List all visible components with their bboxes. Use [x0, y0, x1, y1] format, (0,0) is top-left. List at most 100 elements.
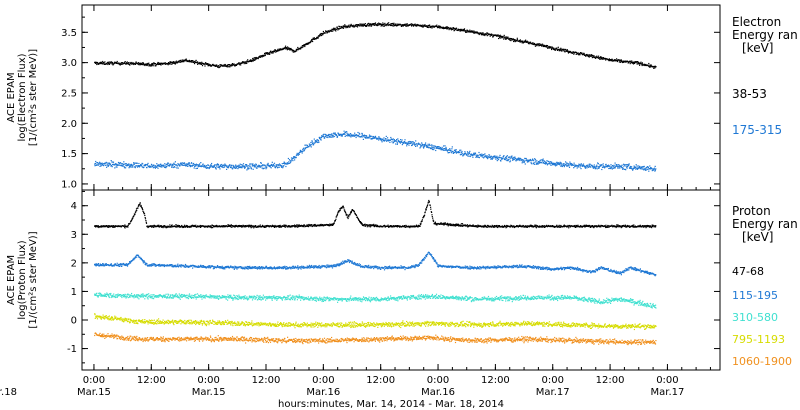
- data-point: [132, 164, 134, 166]
- data-point: [512, 158, 514, 160]
- data-point: [265, 168, 267, 170]
- data-point: [361, 223, 363, 225]
- data-point: [210, 164, 212, 166]
- data-point: [475, 226, 477, 228]
- data-point: [139, 203, 141, 205]
- data-point: [144, 64, 146, 67]
- data-point: [465, 225, 467, 227]
- data-point: [216, 65, 219, 67]
- data-point: [518, 159, 520, 161]
- data-point: [244, 165, 246, 167]
- data-point: [304, 44, 306, 46]
- data-point: [628, 163, 630, 165]
- data-point: [288, 162, 290, 164]
- data-point: [592, 56, 594, 58]
- data-point: [410, 141, 412, 143]
- data-point: [504, 36, 506, 38]
- data-point: [420, 222, 422, 224]
- data-point: [143, 64, 145, 66]
- data-point: [409, 142, 411, 144]
- data-point: [529, 158, 532, 161]
- data-point: [162, 165, 164, 167]
- data-point: [426, 146, 428, 148]
- data-point: [469, 155, 471, 158]
- data-point: [503, 36, 505, 38]
- data-point: [143, 166, 145, 168]
- data-point: [156, 166, 158, 168]
- data-point: [577, 166, 579, 168]
- data-point: [423, 216, 425, 218]
- data-point: [330, 224, 332, 227]
- data-point: [480, 155, 482, 157]
- data-point: [313, 37, 315, 39]
- data-point: [160, 225, 162, 227]
- data-point: [306, 43, 308, 45]
- data-point: [490, 155, 492, 157]
- data-point: [558, 163, 560, 165]
- data-point: [458, 224, 460, 226]
- data-point: [606, 165, 608, 167]
- data-point: [415, 145, 417, 147]
- data-point: [489, 225, 491, 227]
- data-point: [521, 41, 523, 43]
- data-point: [218, 167, 220, 169]
- data-point: [573, 164, 576, 166]
- data-point: [458, 151, 460, 154]
- data-point: [368, 226, 370, 228]
- data-point: [190, 226, 193, 228]
- data-point: [335, 216, 338, 218]
- data-point: [347, 215, 349, 217]
- data-point: [105, 161, 107, 163]
- data-point: [622, 167, 624, 169]
- data-point: [590, 166, 592, 168]
- data-point: [507, 156, 510, 158]
- data-point: [231, 63, 233, 65]
- data-point: [128, 167, 130, 169]
- data-point: [164, 226, 166, 228]
- data-point: [230, 224, 232, 226]
- data-point: [159, 166, 161, 168]
- data-point: [555, 163, 557, 166]
- data-point: [297, 49, 299, 51]
- data-point: [295, 157, 297, 159]
- data-point: [100, 226, 102, 228]
- data-point: [559, 49, 561, 51]
- data-point: [157, 224, 159, 226]
- data-point: [652, 65, 654, 68]
- data-point: [383, 137, 385, 139]
- data-point: [448, 149, 450, 151]
- data-point: [223, 166, 226, 168]
- data-point: [369, 23, 371, 25]
- data-point: [541, 159, 543, 161]
- data-point: [150, 65, 152, 67]
- data-point: [309, 224, 311, 226]
- data-point: [520, 41, 522, 43]
- data-point: [534, 225, 536, 227]
- data-point: [334, 132, 336, 134]
- data-point: [138, 162, 140, 165]
- data-point: [131, 165, 133, 167]
- data-point: [293, 156, 295, 158]
- data-point: [347, 217, 349, 220]
- data-point: [507, 37, 509, 39]
- data-point: [573, 162, 575, 164]
- data-point: [509, 38, 511, 40]
- data-point: [611, 58, 613, 60]
- data-point: [131, 166, 133, 168]
- data-point: [337, 210, 340, 212]
- data-point: [356, 135, 359, 137]
- data-point: [598, 55, 600, 57]
- data-point: [368, 134, 371, 136]
- data-point: [96, 63, 98, 66]
- data-point: [215, 168, 217, 170]
- data-point: [431, 211, 433, 213]
- data-point: [469, 152, 471, 155]
- data-point: [228, 65, 230, 67]
- data-point: [430, 208, 432, 210]
- data-point: [654, 170, 656, 172]
- data-point: [431, 27, 433, 29]
- data-point: [484, 225, 486, 227]
- data-point: [624, 164, 626, 166]
- data-point: [489, 157, 492, 159]
- data-point: [639, 64, 641, 66]
